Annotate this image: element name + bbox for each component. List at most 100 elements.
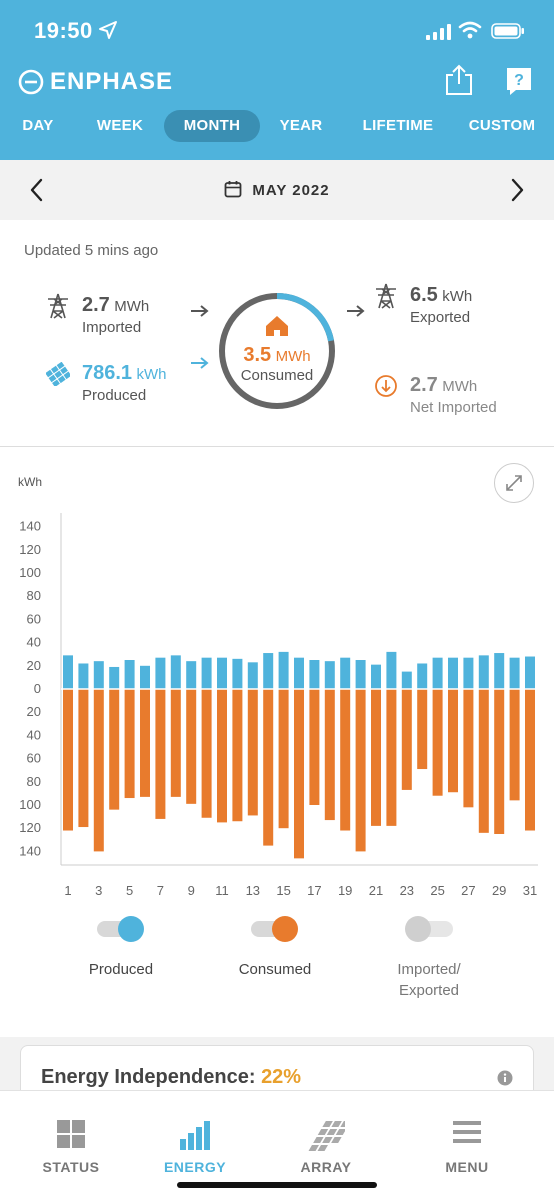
app-header: 19:50 ENPHASE ? DAY WEEK MONTH YEAR LIFE… [0, 0, 554, 160]
x-tick-label: 29 [492, 883, 506, 898]
solar-panel-icon [46, 362, 70, 386]
bar-produced-day-11 [217, 657, 227, 689]
tab-month[interactable]: MONTH [164, 110, 260, 142]
imported-stat: 2.7 MWh Imported [82, 294, 149, 336]
bar-produced-day-12 [232, 658, 243, 689]
nav-energy[interactable]: ENERGY [126, 1091, 264, 1200]
bar-consumed-day-25 [432, 689, 443, 796]
net-imported-label: Net Imported [410, 399, 497, 416]
nav-status[interactable]: STATUS [2, 1091, 140, 1200]
bar-consumed-day-17 [309, 689, 320, 805]
y-tick-label: 60 [27, 751, 41, 766]
y-tick-label: 20 [27, 658, 41, 673]
x-tick-label: 17 [307, 883, 321, 898]
bar-produced-day-28 [478, 655, 489, 689]
bar-consumed-day-12 [232, 689, 243, 822]
nav-energy-label: ENERGY [163, 1159, 227, 1175]
consumed-toggle[interactable] [249, 914, 301, 944]
x-tick-label: 15 [276, 883, 290, 898]
location-arrow-icon [99, 21, 117, 39]
y-tick-label: 140 [19, 843, 41, 858]
bar-consumed-day-6 [140, 689, 150, 797]
imported-exported-toggle[interactable] [403, 914, 455, 944]
home-icon [266, 316, 288, 336]
share-icon[interactable] [444, 64, 474, 96]
independence-value: 22% [261, 1066, 302, 1088]
power-tower-icon [48, 293, 68, 319]
consumed-unit: MWh [275, 348, 311, 365]
y-tick-label: 60 [27, 611, 41, 626]
nav-menu[interactable]: MENU [398, 1091, 536, 1200]
enphase-logo-icon [18, 69, 44, 95]
bar-produced-day-16 [294, 657, 304, 689]
x-tick-label: 21 [369, 883, 383, 898]
tab-lifetime[interactable]: LIFETIME [362, 117, 434, 134]
tab-custom[interactable]: CUSTOM [468, 117, 536, 134]
independence-label: Energy Independence: [41, 1066, 256, 1088]
x-tick-label: 31 [523, 883, 537, 898]
net-import-icon [375, 375, 397, 397]
wifi-icon [458, 21, 482, 39]
grid-icon [57, 1120, 85, 1148]
arrow-right-icon [191, 305, 209, 317]
brand-row: ENPHASE ? [0, 62, 554, 102]
status-bar: 19:50 [0, 16, 554, 46]
legend-consumed[interactable]: Consumed [214, 914, 336, 978]
nav-array[interactable]: ARRAY [257, 1091, 395, 1200]
bar-consumed-day-1 [63, 689, 73, 831]
bar-consumed-day-14 [263, 689, 274, 846]
calendar-icon [224, 181, 242, 198]
bar-produced-day-2 [78, 663, 89, 689]
bar-produced-day-18 [324, 661, 335, 689]
bar-produced-day-29 [494, 653, 505, 689]
tab-week[interactable]: WEEK [96, 117, 144, 134]
bar-produced-day-9 [186, 661, 197, 689]
consumed-value: 3.5 [243, 344, 272, 366]
x-tick-label: 25 [430, 883, 444, 898]
date-picker[interactable]: MAY 2022 [0, 180, 554, 199]
consumed-stat: 3.5 MWh Consumed [216, 344, 338, 384]
legend-produced[interactable]: Produced [60, 914, 182, 978]
exported-label: Exported [410, 309, 471, 326]
bar-produced-day-8 [170, 655, 181, 689]
consumption-ring-arc [219, 293, 335, 409]
bar-produced-day-4 [109, 666, 120, 689]
bar-consumed-day-28 [478, 689, 489, 833]
y-tick-label: 100 [19, 797, 41, 812]
tab-day[interactable]: DAY [22, 117, 54, 134]
bar-produced-day-14 [263, 653, 274, 689]
bar-consumed-day-11 [217, 689, 227, 823]
svg-text:?: ? [514, 72, 524, 89]
x-tick-label: 1 [64, 883, 71, 898]
legend-consumed-label: Consumed [238, 961, 312, 978]
y-tick-label: 40 [27, 635, 41, 650]
bar-consumed-day-13 [247, 689, 258, 816]
produced-label: Produced [82, 387, 147, 404]
legend-imported-exported[interactable]: Imported/ Exported [368, 914, 490, 999]
period-tabs: DAY WEEK MONTH YEAR LIFETIME CUSTOM [0, 110, 554, 144]
x-tick-label: 11 [215, 883, 229, 898]
bar-consumed-day-19 [340, 689, 351, 831]
y-axis-unit-label: kWh [18, 475, 42, 489]
bar-consumed-day-30 [509, 689, 520, 801]
x-tick-label: 13 [246, 883, 260, 898]
bar-consumed-day-3 [93, 689, 104, 852]
bottom-navigation: STATUS ENERGY ARRAY MENU [0, 1090, 554, 1200]
bar-consumed-day-15 [278, 689, 289, 829]
tab-year[interactable]: YEAR [279, 117, 323, 134]
produced-toggle[interactable] [95, 914, 147, 944]
x-tick-label: 9 [188, 883, 195, 898]
bar-consumed-day-26 [448, 689, 458, 793]
help-icon[interactable]: ? [504, 66, 534, 96]
nav-menu-label: MENU [445, 1159, 489, 1175]
info-icon[interactable] [497, 1070, 513, 1086]
bar-produced-day-30 [509, 657, 520, 689]
bar-produced-day-15 [278, 651, 289, 689]
bar-produced-day-27 [463, 657, 474, 689]
arrow-right-icon [347, 305, 365, 317]
net-imported-value: 2.7 [410, 374, 438, 396]
chevron-left-icon[interactable] [26, 177, 48, 203]
produced-stat: 786.1 kWh Produced [82, 362, 167, 404]
expand-chart-button[interactable] [494, 463, 534, 503]
chevron-right-icon[interactable] [506, 177, 528, 203]
